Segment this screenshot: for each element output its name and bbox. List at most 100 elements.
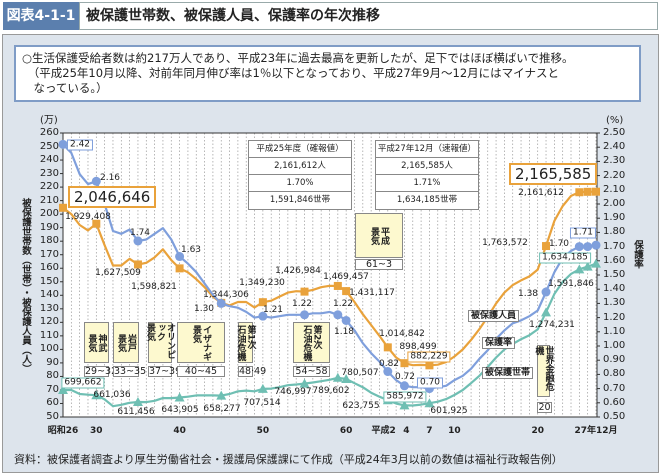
right-tick-label: 0.50 bbox=[603, 411, 626, 422]
circle-marker bbox=[574, 242, 584, 252]
triangle-marker bbox=[132, 396, 143, 406]
circle-marker bbox=[583, 242, 593, 252]
figure-number: 図表4-1-1 bbox=[3, 2, 79, 30]
left-tick-label: 150 bbox=[39, 275, 59, 287]
left-tick-label: 230 bbox=[39, 167, 59, 179]
right-tick-label: 1.80 bbox=[603, 226, 626, 238]
square-marker bbox=[575, 188, 584, 197]
era-box: 第2次 石油危機 bbox=[293, 322, 330, 363]
left-tick-label: 90 bbox=[46, 356, 59, 368]
left-tick-label: 60 bbox=[46, 397, 59, 409]
data-label-rate: 1.22 bbox=[332, 299, 354, 309]
x-tick-label: 50 bbox=[256, 426, 270, 436]
boxed-data-label-persons: 882,229 bbox=[407, 351, 451, 363]
era-period: 37~39 bbox=[148, 366, 182, 377]
triangle-marker bbox=[341, 373, 352, 383]
callout-persons: 2,046,646 bbox=[68, 186, 157, 208]
x-tick-label: 27年12月 bbox=[574, 426, 618, 436]
square-marker bbox=[592, 187, 600, 196]
era-period: 20 bbox=[537, 402, 552, 413]
info-box: 平成25年度（確報値） 2,161,612人 1.70% 1,591,846世帯 bbox=[248, 140, 352, 210]
left-tick-label: 160 bbox=[39, 262, 59, 274]
left-tick-label: 110 bbox=[39, 329, 59, 341]
x-tick-label: 30 bbox=[90, 426, 103, 436]
era-box: 神武 景気 bbox=[84, 322, 109, 363]
info-title: 平成27年12月（速報値） bbox=[376, 141, 478, 158]
data-label-persons: 1,627,509 bbox=[95, 268, 141, 278]
triangle-marker bbox=[591, 258, 601, 268]
data-label-households: 707,514 bbox=[243, 398, 281, 408]
era-box: イザナギ 景気 bbox=[177, 322, 225, 363]
x-tick-label: 昭和26 bbox=[47, 426, 79, 436]
boxed-data-label-rate: 1.71 bbox=[569, 227, 597, 239]
era-period: 29~32 bbox=[84, 366, 118, 377]
circle-marker bbox=[91, 176, 101, 186]
left-tick-label: 220 bbox=[39, 181, 59, 193]
data-label-persons: 1,426,984 bbox=[275, 266, 321, 276]
left-tick-label: 70 bbox=[46, 383, 59, 395]
circle-marker bbox=[383, 367, 393, 377]
right-tick-label: 2.20 bbox=[603, 169, 626, 181]
circle-marker bbox=[216, 298, 226, 308]
boxed-data-label-households: 585,972 bbox=[383, 391, 427, 403]
data-label-households: 746,997 bbox=[274, 387, 312, 397]
right-tick-label: 1.10 bbox=[603, 325, 626, 337]
triangle-marker bbox=[399, 400, 410, 410]
circle-marker bbox=[258, 311, 268, 321]
square-marker bbox=[333, 281, 342, 290]
data-label-persons: 1,349,230 bbox=[239, 278, 285, 288]
circle-marker bbox=[541, 287, 551, 297]
data-label-rate: 1.74 bbox=[129, 228, 151, 238]
data-label-households: 661,036 bbox=[93, 390, 131, 400]
info-title: 平成25年度（確報値） bbox=[249, 141, 351, 158]
square-marker bbox=[300, 287, 309, 296]
right-tick-label: 0.90 bbox=[603, 354, 626, 366]
data-label-rate: 1.63 bbox=[180, 245, 202, 255]
x-tick-label: 40 bbox=[173, 426, 186, 436]
era-box: 第1次 石油危機 bbox=[236, 322, 256, 363]
info-households: 1,591,846世帯 bbox=[269, 195, 331, 205]
square-marker bbox=[258, 298, 267, 307]
left-tick-label: 50 bbox=[46, 411, 59, 422]
data-label-households: 780,507 bbox=[341, 368, 379, 378]
right-tick-label: 1.20 bbox=[603, 311, 626, 323]
left-tick-label: 250 bbox=[39, 140, 59, 152]
data-label-persons: 1,763,572 bbox=[482, 238, 528, 248]
right-tick-label: 2.50 bbox=[603, 127, 626, 138]
era-period: 33~35 bbox=[113, 366, 147, 377]
right-tick-label: 1.40 bbox=[603, 283, 626, 295]
callout-persons: 2,165,585 bbox=[509, 163, 598, 185]
boxed-data-label-households: 699,662 bbox=[61, 377, 105, 389]
summary-box: ○生活保護受給者数は約217万人であり、平成23年に過去最高を更新したが、足下で… bbox=[14, 45, 641, 102]
era-period: 48·49 bbox=[238, 366, 267, 377]
legend-label-2: 被保護世帯 bbox=[482, 367, 534, 379]
x-tick-label: 7 bbox=[426, 426, 433, 436]
legend-label-0: 被保護人員 bbox=[468, 310, 520, 322]
data-label-persons: 1,014,842 bbox=[379, 329, 425, 339]
right-tick-label: 1.70 bbox=[603, 240, 626, 252]
data-label-households: 623,755 bbox=[342, 401, 380, 411]
data-label-rate: 1.18 bbox=[333, 327, 355, 337]
data-label-rate: 0.72 bbox=[394, 372, 416, 382]
data-label-households: 1,591,846 bbox=[548, 279, 594, 289]
left-tick-label: 200 bbox=[39, 208, 59, 220]
right-tick-label: 2.10 bbox=[603, 183, 626, 195]
data-label-households: 643,905 bbox=[161, 405, 199, 415]
data-label-households: 611,456 bbox=[117, 407, 155, 417]
era-period: 61~3 bbox=[355, 259, 403, 270]
era-box: オリンピック 景気 bbox=[145, 322, 175, 363]
right-tick-label: 2.40 bbox=[603, 141, 626, 153]
era-box: 世界金融危機 bbox=[534, 345, 554, 397]
data-label-rate: 1.22 bbox=[291, 299, 313, 309]
data-label-persons: 1,598,821 bbox=[131, 282, 177, 292]
left-tick-label: 140 bbox=[39, 289, 59, 301]
x-tick-label: 20 bbox=[531, 426, 544, 436]
boxed-data-label-rate: 2.42 bbox=[66, 139, 94, 151]
triangle-marker bbox=[257, 383, 268, 393]
data-label-rate: 0.82 bbox=[378, 359, 400, 369]
triangle-marker bbox=[582, 261, 593, 271]
circle-marker bbox=[341, 315, 351, 325]
triangle-marker bbox=[91, 390, 102, 400]
left-tick-label: 170 bbox=[39, 248, 59, 260]
left-tick-label: 190 bbox=[39, 221, 59, 233]
